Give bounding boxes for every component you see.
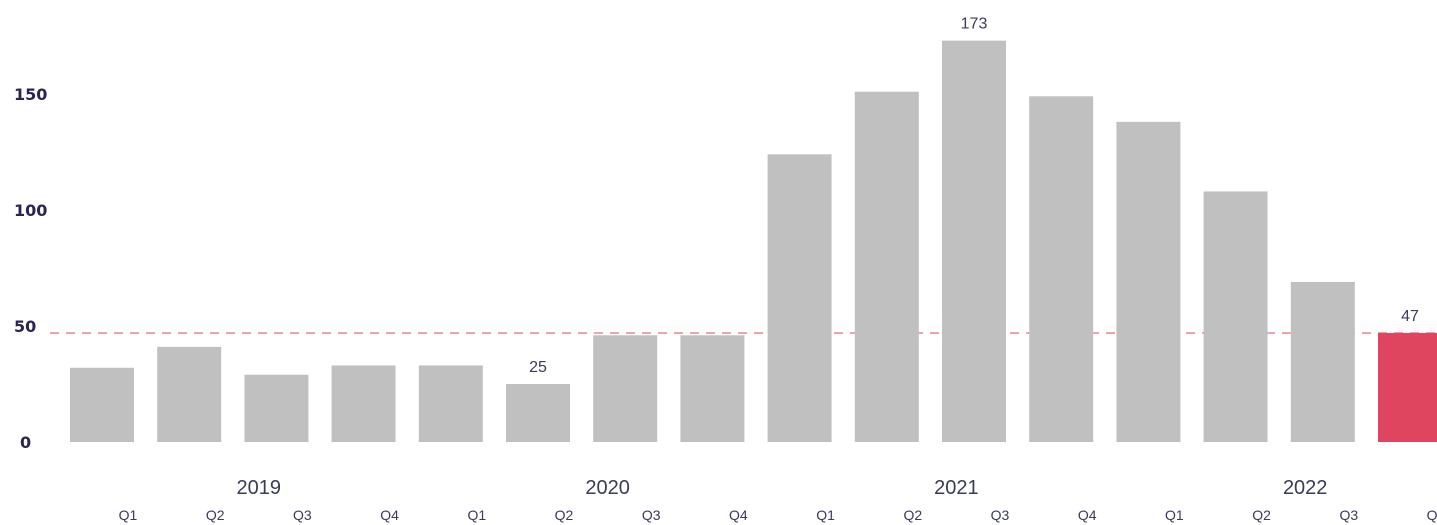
bar: [1029, 96, 1094, 442]
bar: [942, 40, 1006, 442]
x-tick-quarter: Q3: [293, 507, 312, 523]
x-year-label: 2021: [934, 477, 979, 499]
y-tick-label: 150: [14, 85, 47, 104]
x-tick-quarter: Q1: [467, 507, 486, 523]
bar: [1116, 121, 1181, 442]
x-year-label: 2022: [1283, 477, 1328, 499]
x-tick-quarter: Q2: [1252, 507, 1271, 523]
x-axis-quarter-ticks: Q1 Q2 Q3 Q4 Q1 Q2 Q3 Q4 Q1 Q2 Q3 Q4 Q1 Q2 Q3 Q4: [119, 507, 1437, 523]
bars-layer: [70, 40, 1437, 443]
bar: [1290, 281, 1355, 442]
bar: [593, 335, 658, 442]
bar: [157, 346, 222, 442]
x-year-label: 2020: [585, 477, 630, 499]
x-tick-quarter: Q2: [206, 507, 225, 523]
bar-highlight: [1378, 332, 1437, 442]
bar: [680, 335, 745, 442]
data-labels: 25 173 47: [529, 16, 1419, 376]
x-tick-quarter: Q2: [555, 507, 574, 523]
x-tick-quarter: Q1: [119, 507, 138, 523]
bar: [767, 154, 832, 442]
y-tick-label: 100: [14, 201, 47, 220]
bar: [418, 365, 483, 442]
x-tick-quarter: Q2: [903, 507, 922, 523]
data-label: 47: [1401, 308, 1419, 325]
x-tick-quarter: Q4: [729, 507, 748, 523]
bar: [1203, 191, 1268, 442]
bar: [854, 91, 919, 443]
x-tick-quarter: Q4: [1427, 507, 1437, 523]
x-tick-quarter: Q3: [1339, 507, 1358, 523]
bar: [244, 374, 309, 442]
x-tick-quarter: Q3: [642, 507, 661, 523]
bar: [506, 384, 570, 442]
data-label: 25: [529, 359, 547, 376]
x-tick-quarter: Q1: [816, 507, 835, 523]
y-tick-label: 0: [20, 433, 31, 452]
bar: [331, 365, 396, 442]
x-tick-quarter: Q4: [1078, 507, 1097, 523]
y-axis-ticks: 0 50 100 150: [14, 85, 47, 452]
bar: [70, 367, 134, 442]
x-tick-quarter: Q1: [1165, 507, 1184, 523]
x-tick-quarter: Q3: [991, 507, 1010, 523]
x-axis-year-labels: 2019 2020 2021 2022: [237, 477, 1328, 499]
x-year-label: 2019: [237, 477, 282, 499]
data-label: 173: [961, 16, 988, 33]
y-tick-label: 50: [14, 317, 36, 336]
x-tick-quarter: Q4: [380, 507, 399, 523]
